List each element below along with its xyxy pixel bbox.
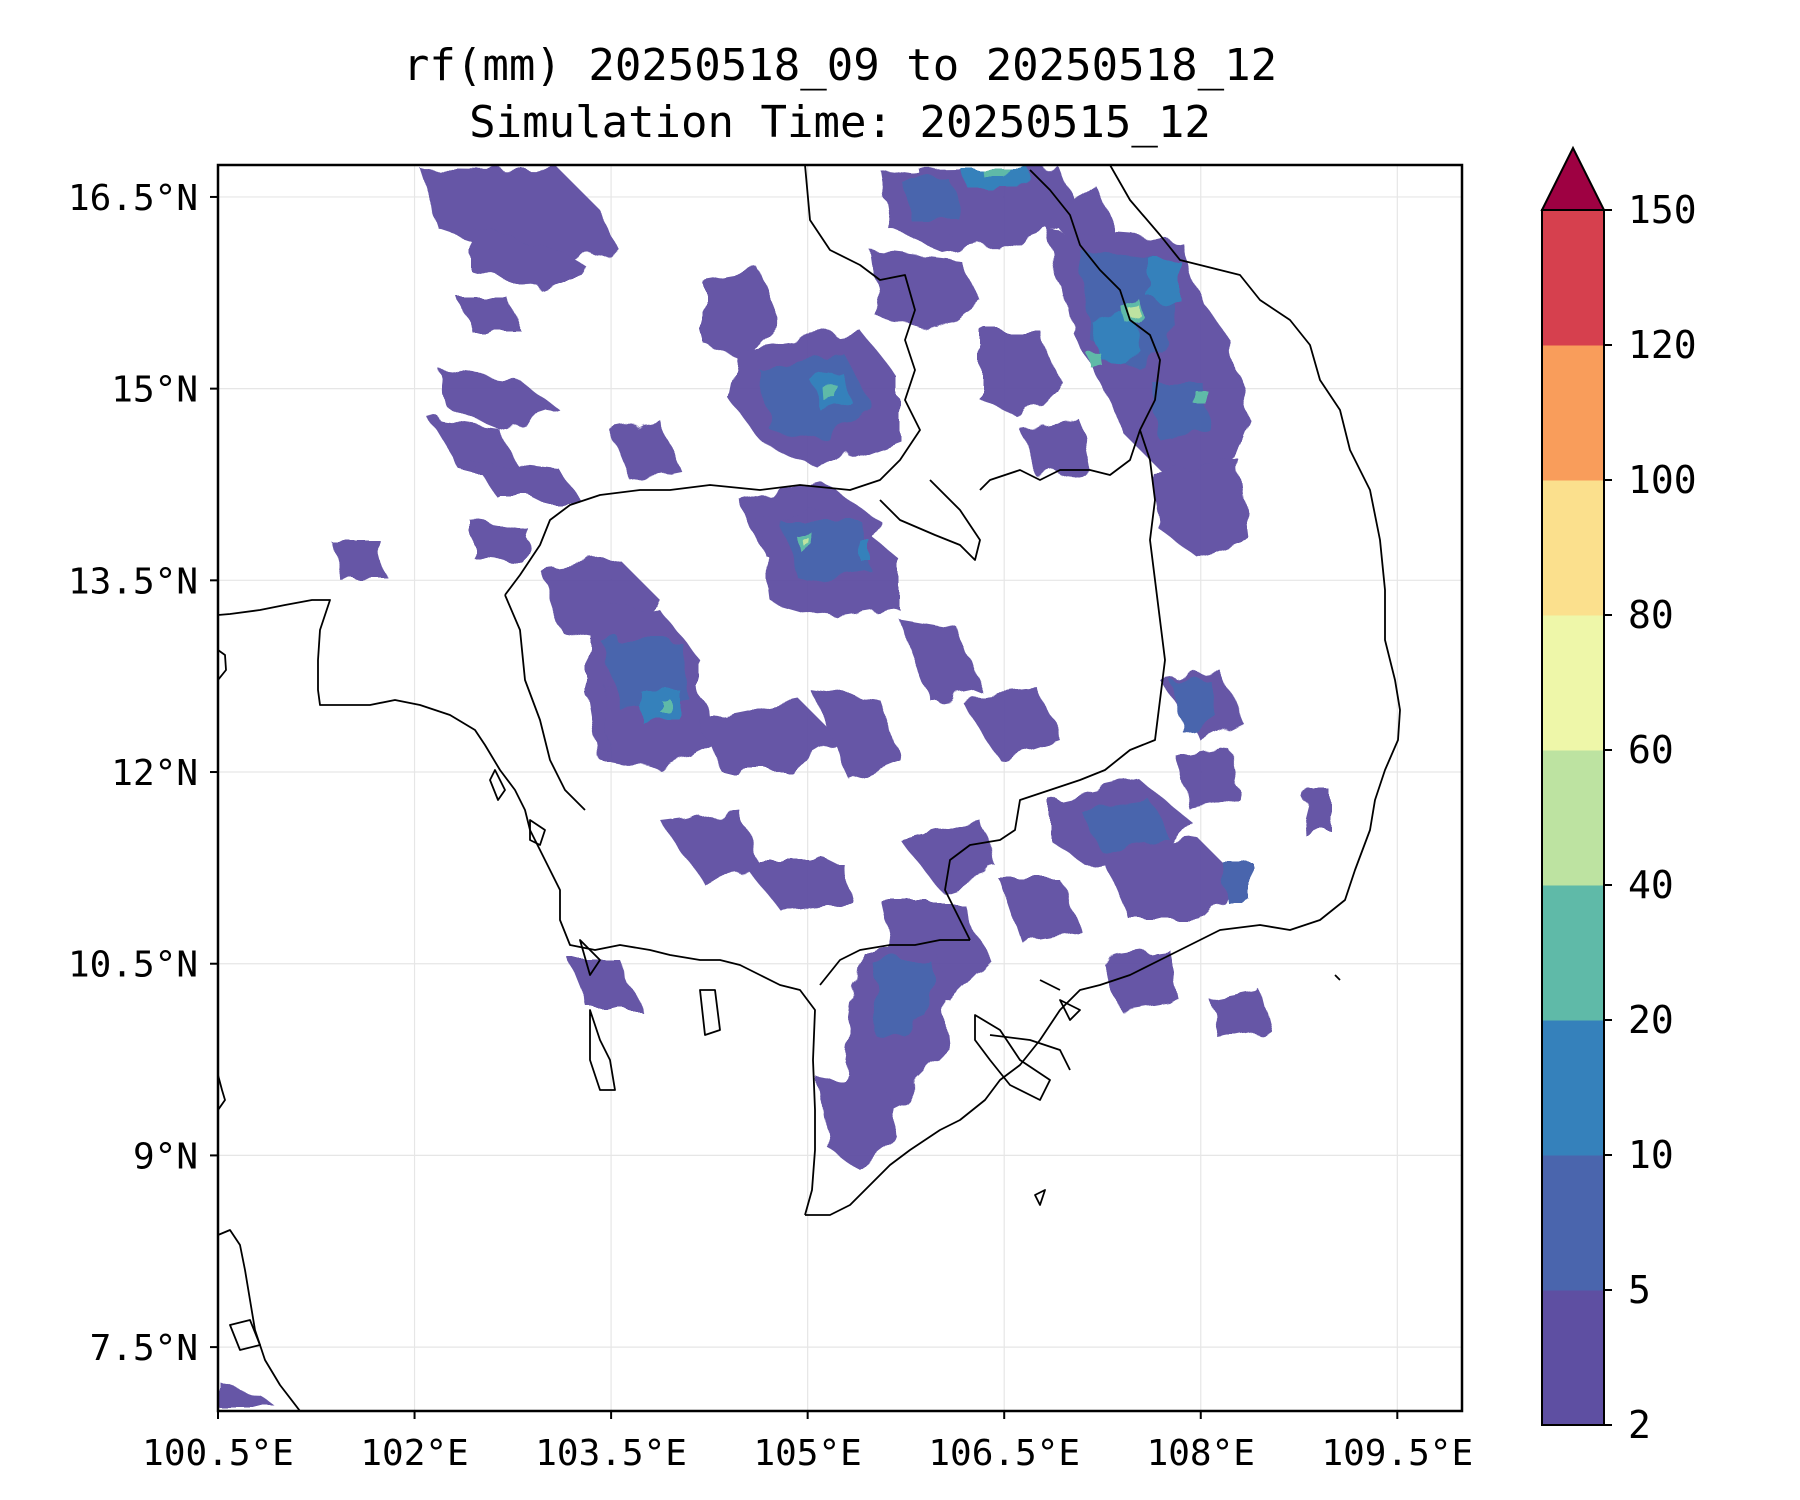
colorbar-segment [1542, 750, 1604, 886]
y-axis-ticks: 16.5°N 15°N 13.5°N 12°N 10.5°N 9°N 7.5°N [68, 178, 218, 1369]
colorbar-tick-label: 150 [1628, 188, 1697, 232]
colorbar-extend-arrow [1540, 145, 1606, 211]
rainfall-10-20mm [640, 168, 1180, 720]
colorbar-segment [1542, 1290, 1604, 1426]
y-tick-label: 13.5°N [68, 561, 198, 602]
colorbar: 2 5 10 20 40 60 80 100 120 150 [1540, 145, 1697, 1447]
colorbar-tick-label: 100 [1628, 458, 1697, 502]
colorbar-segment [1542, 1020, 1604, 1156]
colorbar-segment [1542, 885, 1604, 1021]
x-tick-label: 103.5°E [535, 1433, 687, 1474]
map-title-line-1: rf(mm) 20250518_09 to 20250518_12 [403, 40, 1277, 91]
colorbar-tick-label: 5 [1628, 1268, 1651, 1312]
colorbar-tick-label: 10 [1628, 1133, 1674, 1177]
rainfall-40-60mm [803, 306, 1141, 546]
map-frame [216, 163, 1464, 1413]
colorbar-tick-label: 40 [1628, 863, 1674, 907]
map-panel [216, 163, 1464, 1413]
colorbar-tick-label: 60 [1628, 728, 1674, 772]
x-tick-label: 102°E [360, 1433, 468, 1474]
y-tick-label: 12°N [111, 753, 198, 794]
x-tick-label: 106.5°E [928, 1433, 1080, 1474]
rainfall-field [218, 168, 1330, 1411]
x-tick-label: 105°E [753, 1433, 861, 1474]
y-tick-label: 16.5°N [68, 178, 198, 219]
y-tick-label: 9°N [133, 1136, 198, 1177]
colorbar-segment [1542, 345, 1604, 481]
coastline-and-borders [218, 165, 1401, 1411]
map-title-line-2: Simulation Time: 20250515_12 [469, 97, 1211, 148]
x-tick-label: 109.5°E [1321, 1433, 1473, 1474]
y-tick-label: 10.5°N [68, 945, 198, 986]
colorbar-segment [1542, 615, 1604, 751]
colorbar-tick-label: 20 [1628, 998, 1674, 1042]
y-tick-label: 7.5°N [90, 1328, 198, 1369]
colorbar-segment [1542, 1155, 1604, 1291]
colorbar-segment [1542, 480, 1604, 616]
colorbar-segment [1542, 210, 1604, 346]
y-tick-label: 15°N [111, 370, 198, 411]
colorbar-tick-label: 2 [1628, 1403, 1651, 1447]
colorbar-tick-label: 80 [1628, 593, 1674, 637]
x-axis-ticks: 100.5°E 102°E 103.5°E 105°E 106.5°E 108°E 109.… [142, 1411, 1473, 1474]
colorbar-tick-label: 120 [1628, 323, 1697, 367]
x-tick-label: 100.5°E [142, 1433, 294, 1474]
x-tick-label: 108°E [1147, 1433, 1255, 1474]
colorbar-frame [1541, 209, 1605, 1426]
